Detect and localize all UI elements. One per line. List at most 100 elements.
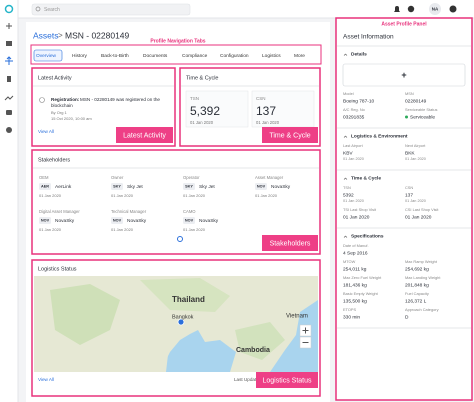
field-sub: 01 Jan 2020 <box>405 157 426 161</box>
stakeholder-date: 01 Jan 2020 <box>39 227 62 232</box>
tab[interactable]: Overview <box>36 53 57 59</box>
stakeholder-name: NovaSky <box>271 184 291 190</box>
tab[interactable]: Logistics <box>262 53 281 59</box>
collapse-icon[interactable] <box>343 53 348 56</box>
tab[interactable]: Configuration <box>220 53 249 59</box>
tab[interactable]: History <box>72 53 88 59</box>
nav-docs[interactable] <box>7 76 11 82</box>
panel-title: Asset Information <box>343 34 394 41</box>
sidebar <box>0 0 18 402</box>
metric-box <box>251 90 315 128</box>
stakeholder-role: Owner <box>111 175 124 180</box>
search-box[interactable] <box>31 3 191 16</box>
stakeholder-name: NovaSky <box>199 218 219 224</box>
collapse-icon[interactable] <box>343 235 348 238</box>
active-tab[interactable] <box>33 49 63 62</box>
field-label: CSI Last Shop Visit <box>405 207 439 212</box>
stakeholder-role: Asset Manager <box>255 175 284 180</box>
nav-add[interactable] <box>6 23 12 29</box>
breadcrumb-separator: > <box>58 31 63 40</box>
map-pin[interactable] <box>177 318 185 326</box>
field-sub: 01 Jan 2020 <box>405 199 426 203</box>
metric-value: 5,392 <box>190 104 220 118</box>
nav-icons <box>4 23 14 133</box>
stakeholder-date: 01 Jan 2020 <box>111 227 134 232</box>
user-icon[interactable] <box>449 5 457 13</box>
tab[interactable]: Compliance <box>182 53 208 59</box>
tab[interactable]: Back-to-Birth <box>101 53 129 59</box>
section-title: Details <box>351 51 367 57</box>
stakeholder-date: 01 Jan 2020 <box>111 193 134 198</box>
help-icon[interactable] <box>407 5 415 13</box>
last-updated: Last Updated <box>234 377 262 382</box>
field-label: ETOPS <box>343 307 357 312</box>
field-label: Approach Category <box>405 307 439 312</box>
field-label: A/C Reg. No <box>343 107 365 112</box>
nav-dashboard[interactable] <box>6 41 12 46</box>
avatar[interactable] <box>429 3 441 15</box>
map-land <box>150 320 172 372</box>
stakeholder-name: Sky Jet <box>199 184 215 190</box>
logo[interactable] <box>4 4 14 14</box>
bell-icon[interactable] <box>394 6 400 12</box>
map-label: Cambodia <box>236 347 270 354</box>
field-label: Serviceable Status <box>405 107 437 112</box>
field-sub: 01 Jan 2020 <box>343 199 364 203</box>
stakeholder-chip <box>255 183 267 190</box>
nav-settings[interactable] <box>6 127 12 133</box>
view-all-link[interactable]: View All <box>38 129 54 134</box>
add-button[interactable] <box>342 63 466 87</box>
activity-icon <box>39 97 45 103</box>
stakeholder-chip <box>183 217 195 224</box>
map-forest <box>235 322 285 360</box>
annotation-badge <box>116 127 173 143</box>
field-label: Model <box>343 91 354 96</box>
view-all-link[interactable]: View All <box>38 377 54 382</box>
field-label: MTOW <box>343 259 356 264</box>
metric-box <box>185 90 249 128</box>
collapse-icon[interactable] <box>343 135 348 138</box>
field-value: 4 Sep 2016 <box>343 250 368 256</box>
map-forest <box>140 278 230 312</box>
breadcrumb-parent[interactable]: Assets <box>33 30 59 40</box>
metric-date: 01 Jan 2020 <box>190 120 214 125</box>
tab[interactable]: Documents <box>143 53 168 59</box>
stakeholder-role: Digital Asset Manager <box>39 209 80 214</box>
annotation: Profile Navigation Tabs <box>150 38 205 44</box>
field-value: 5392 <box>343 192 354 198</box>
status-dot <box>405 115 408 119</box>
map-forest <box>50 284 120 345</box>
nav-folder[interactable] <box>6 110 12 115</box>
stakeholder-code: NOV <box>113 219 122 223</box>
stakeholder-date: 01 Jan 2020 <box>183 227 206 232</box>
metric-value: 137 <box>256 104 276 118</box>
metric-date: 01 Jan 2020 <box>256 120 280 125</box>
section-title: Logistics & Environment <box>351 133 408 139</box>
collapse-icon[interactable] <box>343 177 348 180</box>
stakeholder-role: Operator <box>183 175 200 180</box>
field-value: 201,848 kg <box>405 282 429 288</box>
search-placeholder: Search <box>44 7 60 13</box>
field-sub: 01 Jan 2020 <box>343 157 364 161</box>
field-value: Boeing 787-10 <box>343 98 375 104</box>
section-title: Specifications <box>351 233 384 239</box>
stakeholder-name: AerLink <box>55 184 72 190</box>
nav-assets[interactable] <box>5 56 13 65</box>
annotation-frame <box>30 44 322 65</box>
activity-type: Registration: <box>51 97 80 102</box>
nav-analytics[interactable] <box>4 95 14 101</box>
map-label: Vietnam <box>286 314 308 320</box>
field-value: 137 <box>405 192 413 198</box>
stakeholder-date: 01 Jan 2020 <box>39 193 62 198</box>
stakeholder-chip <box>39 217 51 224</box>
stakeholder-role: CAMO <box>183 209 196 214</box>
stakeholder-chip <box>39 183 51 190</box>
field-label: CSN <box>405 185 413 190</box>
tab[interactable]: More <box>294 53 305 59</box>
map[interactable] <box>34 276 318 372</box>
map-label: Thailand <box>172 295 205 304</box>
zoom-in-icon <box>302 327 309 334</box>
annotation: Stakeholders <box>270 240 311 247</box>
field-label: Fuel Capacity <box>405 291 429 296</box>
